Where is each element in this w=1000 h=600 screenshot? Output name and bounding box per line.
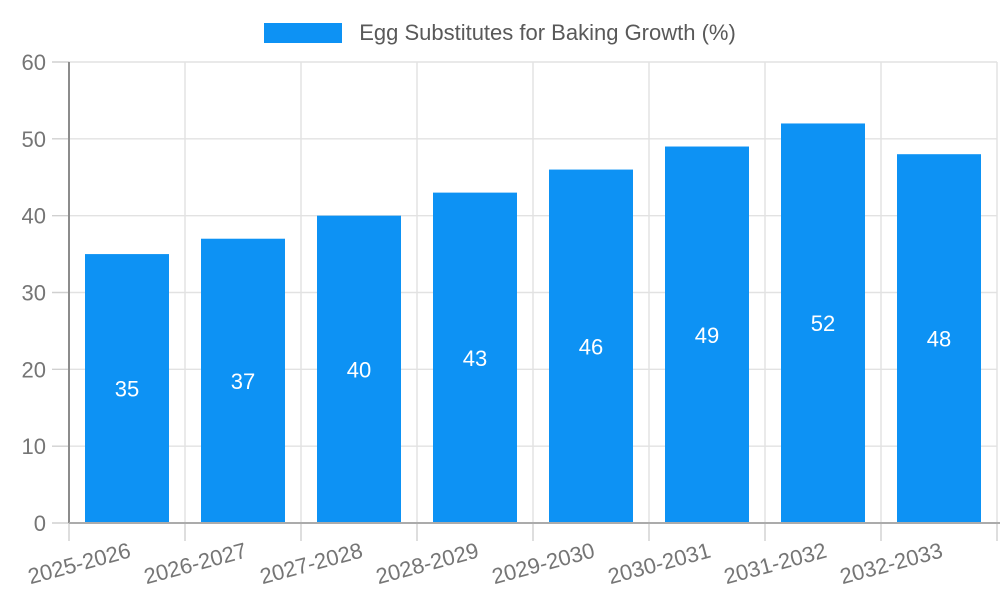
bar-value-label: 46 [579,334,603,359]
bar-value-label: 37 [231,369,255,394]
x-tick-label: 2028-2029 [373,538,481,589]
y-tick-label: 30 [22,281,46,306]
bar [201,238,285,523]
y-tick-label: 0 [34,511,46,536]
x-tick-label: 2029-2030 [489,538,597,589]
legend-swatch [264,23,343,43]
x-tick-label: 2030-2031 [605,538,713,589]
x-tick-label: 2032-2033 [837,538,945,589]
legend-label: Egg Substitutes for Baking Growth (%) [359,20,736,45]
bar [781,123,865,523]
y-tick-label: 20 [22,357,46,382]
bar [665,146,749,523]
bar-value-label: 35 [115,377,139,402]
bar-value-label: 43 [463,346,487,371]
x-tick-label: 2026-2027 [141,538,249,589]
y-tick-label: 60 [22,50,46,75]
bar [433,192,517,523]
y-tick-label: 40 [22,204,46,229]
y-tick-label: 50 [22,127,46,152]
x-tick-label: 2027-2028 [257,538,365,589]
bar [85,254,169,524]
y-tick-label: 10 [22,434,46,459]
bar-value-label: 52 [811,311,835,336]
bar-value-label: 48 [927,327,951,352]
bar-value-label: 49 [695,323,719,348]
bar [897,154,981,523]
x-tick-label: 2031-2032 [721,538,829,589]
x-tick-label: 2025-2026 [25,538,133,589]
bar-value-label: 40 [347,357,371,382]
bar [549,169,633,524]
chart-legend: Egg Substitutes for Baking Growth (%) [0,20,1000,46]
bar [317,215,401,523]
